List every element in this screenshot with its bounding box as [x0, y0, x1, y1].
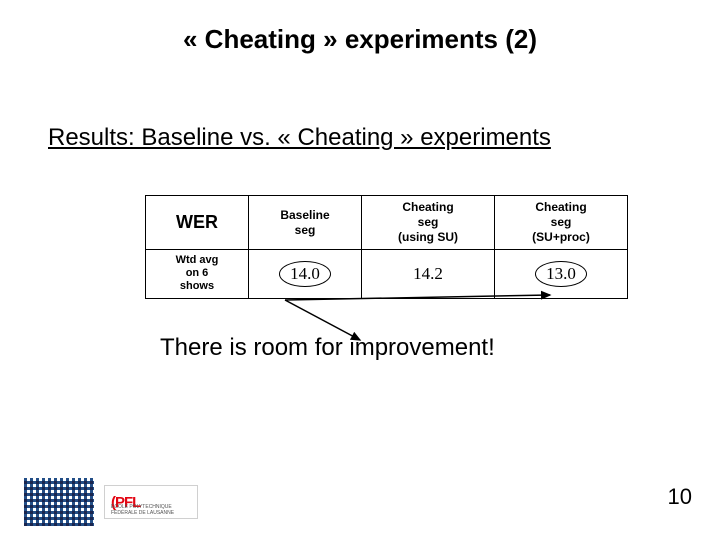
icsi-logo	[24, 478, 94, 526]
results-table: WER Baselineseg Cheatingseg(using SU) Ch…	[145, 195, 628, 299]
epfl-logo: (PFL ÉCOLE POLYTECHNIQUE FÉDÉRALE DE LAU…	[104, 485, 198, 519]
cell-cheating-suproc: 13.0	[495, 250, 628, 299]
metric-header: WER	[146, 196, 249, 250]
col-header-baseline: Baselineseg	[249, 196, 362, 250]
improvement-caption: There is room for improvement!	[160, 334, 495, 362]
table-row: Wtd avgon 6shows 14.0 14.2 13.0	[146, 250, 628, 299]
col-header-cheating-suproc: Cheatingseg(SU+proc)	[495, 196, 628, 250]
cell-baseline: 14.0	[249, 250, 362, 299]
footer-logos: (PFL ÉCOLE POLYTECHNIQUE FÉDÉRALE DE LAU…	[24, 478, 198, 526]
cell-cheating-su: 14.2	[362, 250, 495, 299]
value-cheating-su: 14.2	[413, 264, 443, 283]
slide-subtitle: Results: Baseline vs. « Cheating » exper…	[48, 124, 551, 152]
table-header-row: WER Baselineseg Cheatingseg(using SU) Ch…	[146, 196, 628, 250]
slide-title: « Cheating » experiments (2)	[0, 24, 720, 55]
row-label: Wtd avgon 6shows	[146, 250, 249, 299]
col-header-cheating-su: Cheatingseg(using SU)	[362, 196, 495, 250]
value-baseline: 14.0	[279, 261, 331, 287]
epfl-logo-subtext: ÉCOLE POLYTECHNIQUE FÉDÉRALE DE LAUSANNE	[111, 504, 197, 516]
value-cheating-suproc: 13.0	[535, 261, 587, 287]
page-number: 10	[668, 484, 692, 510]
